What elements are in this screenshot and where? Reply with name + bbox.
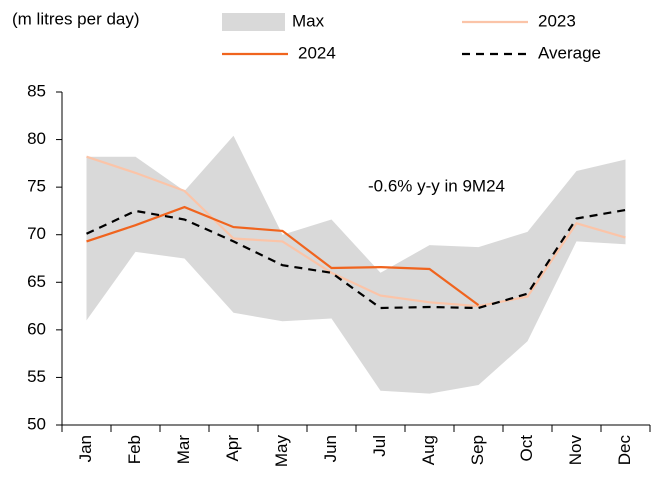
x-tick-label: Nov (566, 435, 585, 466)
series-line (86, 205, 480, 306)
y-tick-label: 80 (27, 129, 46, 148)
legend-label: 2024 (298, 43, 336, 62)
y-tick-label: 65 (27, 272, 46, 291)
x-tick-label: Sep (468, 435, 487, 465)
y-tick-label: 70 (27, 224, 46, 243)
y-tick-label: 75 (27, 177, 46, 196)
annotation: -0.6% y-y in 9M24 (368, 176, 505, 195)
x-tick-label: May (272, 435, 291, 468)
x-tick-label: Feb (125, 435, 144, 464)
series-line (86, 155, 626, 308)
range-band (86, 135, 626, 394)
legend-label: 2023 (538, 11, 576, 30)
x-tick-label: Aug (419, 435, 438, 465)
x-tick-label: Jul (370, 435, 389, 457)
y-tick-label: 60 (27, 319, 46, 338)
y-tick-label: 55 (27, 367, 46, 386)
x-tick-label: Dec (615, 435, 634, 466)
x-tick-label: Mar (174, 435, 193, 465)
x-tick-label: Jan (76, 435, 95, 462)
y-tick-label: 50 (27, 414, 46, 433)
legend-swatch (222, 13, 285, 31)
x-tick-label: Apr (223, 435, 242, 462)
legend-label: Average (538, 43, 601, 62)
axis-unit-label: (m litres per day) (12, 9, 140, 28)
y-tick-label: 85 (27, 81, 46, 100)
x-tick-label: Oct (517, 435, 536, 462)
legend-label: Max (292, 11, 325, 30)
x-tick-label: Jun (321, 435, 340, 462)
